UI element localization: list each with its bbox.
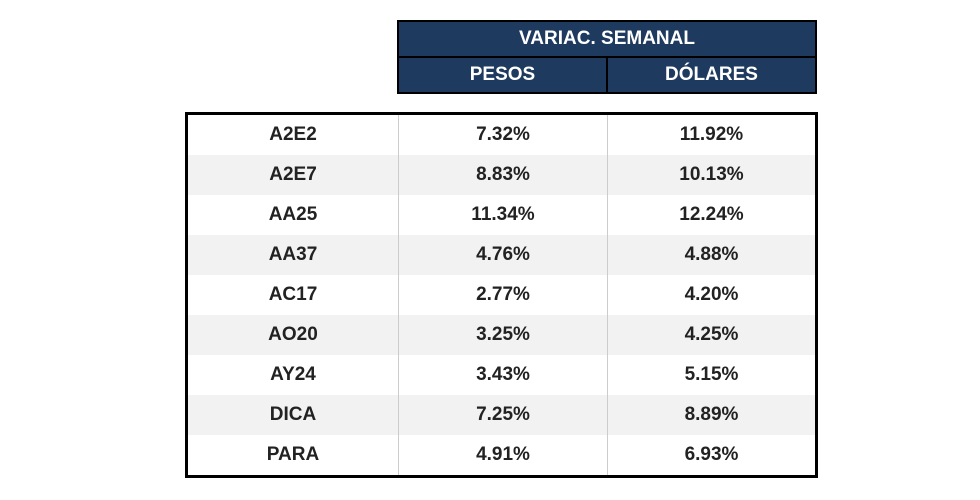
cell-pesos: 2.77% bbox=[399, 275, 608, 315]
cell-pesos: 7.25% bbox=[399, 395, 608, 435]
table-row: A2E27.32%11.92% bbox=[187, 114, 817, 156]
table-row: AC172.77%4.20% bbox=[187, 275, 817, 315]
cell-pesos: 4.76% bbox=[399, 235, 608, 275]
header-table: VARIAC. SEMANAL PESOS DÓLARES bbox=[397, 20, 817, 94]
cell-pesos: 3.25% bbox=[399, 315, 608, 355]
table-row: AY243.43%5.15% bbox=[187, 355, 817, 395]
cell-ticker: AY24 bbox=[187, 355, 399, 395]
cell-dolares: 10.13% bbox=[608, 155, 817, 195]
table-row: A2E78.83%10.13% bbox=[187, 155, 817, 195]
cell-ticker: DICA bbox=[187, 395, 399, 435]
cell-pesos: 11.34% bbox=[399, 195, 608, 235]
cell-dolares: 4.25% bbox=[608, 315, 817, 355]
cell-ticker: AA37 bbox=[187, 235, 399, 275]
cell-pesos: 7.32% bbox=[399, 114, 608, 156]
cell-dolares: 5.15% bbox=[608, 355, 817, 395]
cell-ticker: A2E2 bbox=[187, 114, 399, 156]
cell-pesos: 8.83% bbox=[399, 155, 608, 195]
cell-pesos: 4.91% bbox=[399, 435, 608, 477]
cell-dolares: 4.20% bbox=[608, 275, 817, 315]
cell-dolares: 8.89% bbox=[608, 395, 817, 435]
header-title: VARIAC. SEMANAL bbox=[398, 21, 816, 57]
cell-dolares: 6.93% bbox=[608, 435, 817, 477]
cell-dolares: 11.92% bbox=[608, 114, 817, 156]
table-container: VARIAC. SEMANAL PESOS DÓLARES A2E27.32%1… bbox=[185, 20, 818, 478]
cell-ticker: AC17 bbox=[187, 275, 399, 315]
cell-ticker: A2E7 bbox=[187, 155, 399, 195]
table-row: AA374.76%4.88% bbox=[187, 235, 817, 275]
table-row: AO203.25%4.25% bbox=[187, 315, 817, 355]
cell-ticker: PARA bbox=[187, 435, 399, 477]
cell-pesos: 3.43% bbox=[399, 355, 608, 395]
table-row: AA2511.34%12.24% bbox=[187, 195, 817, 235]
table-row: DICA7.25%8.89% bbox=[187, 395, 817, 435]
cell-dolares: 12.24% bbox=[608, 195, 817, 235]
table-row: PARA4.91%6.93% bbox=[187, 435, 817, 477]
data-table-body: A2E27.32%11.92%A2E78.83%10.13%AA2511.34%… bbox=[187, 114, 817, 477]
cell-ticker: AA25 bbox=[187, 195, 399, 235]
header-col-dolares: DÓLARES bbox=[607, 57, 816, 93]
header-col-pesos: PESOS bbox=[398, 57, 607, 93]
cell-dolares: 4.88% bbox=[608, 235, 817, 275]
cell-ticker: AO20 bbox=[187, 315, 399, 355]
data-table: A2E27.32%11.92%A2E78.83%10.13%AA2511.34%… bbox=[185, 112, 818, 478]
